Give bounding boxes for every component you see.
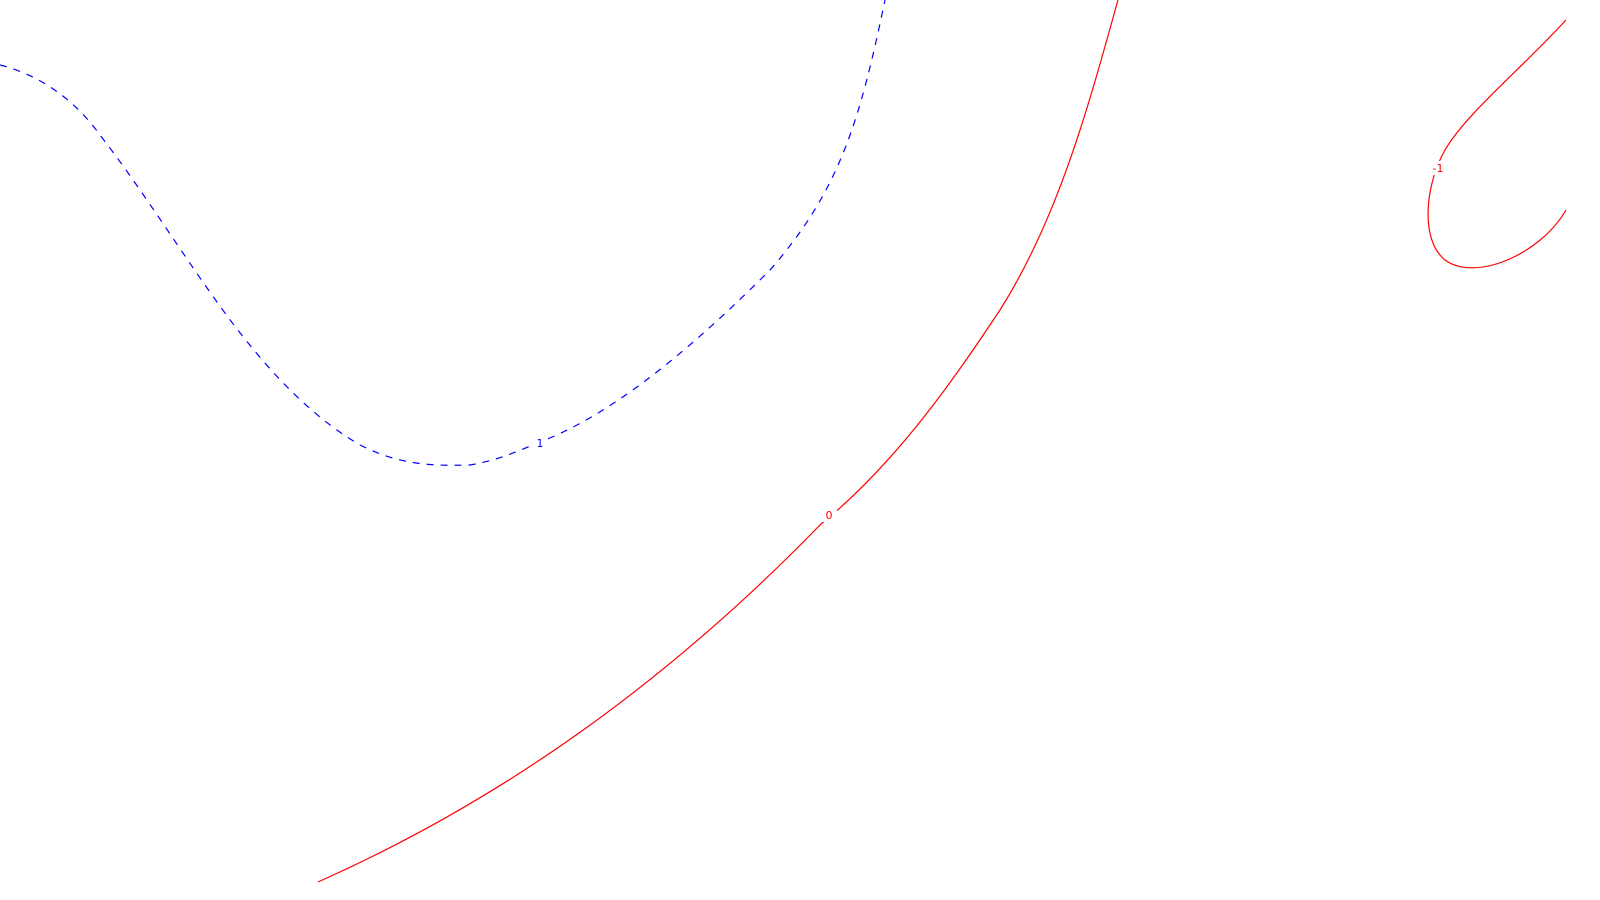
contour-label-bg-level-neg1	[1428, 161, 1448, 175]
contour-line-level-1	[0, 0, 886, 466]
contour-label-level-0: 0	[826, 509, 833, 522]
contour-label-level-1: 1	[537, 437, 544, 450]
contour-line-level-0	[317, 0, 1119, 883]
contour-label-level-neg1: -1	[1433, 162, 1444, 175]
contour-label-bg-level-0	[821, 508, 837, 522]
contour-label-bg-level-1	[530, 436, 548, 450]
contour-line-level-neg1	[1427, 19, 1567, 269]
